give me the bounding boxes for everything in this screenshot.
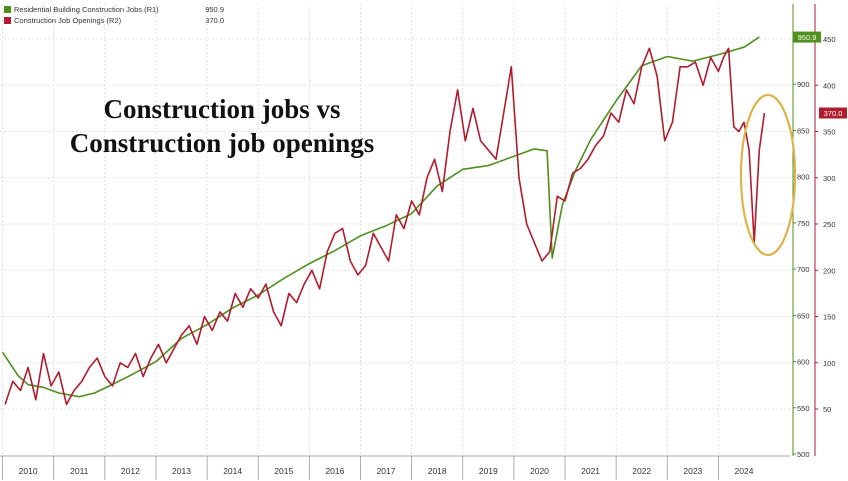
legend-value-jobs: 950.9 (205, 5, 224, 14)
x-tick-label: 2020 (530, 466, 549, 476)
legend-label-openings: Construction Job Openings (R2) (14, 16, 122, 25)
x-tick-label: 2019 (479, 466, 498, 476)
r2-tick-label: 350 (823, 128, 836, 137)
x-axis: 2010 2011 2012 2013 2014 2015 2016 2017 2018 2019… (0, 455, 790, 480)
x-tick-label: 2021 (581, 466, 600, 476)
r1-tick-label: 550 (797, 404, 810, 413)
r1-tick-label: 850 (797, 126, 810, 135)
headline-line-2: Construction job openings (69, 128, 375, 158)
x-tick-label: 2018 (428, 466, 447, 476)
highlight-circle (739, 93, 797, 257)
series-layer (1, 36, 766, 406)
grid-lines (0, 4, 790, 456)
r1-tick-label: 900 (797, 80, 810, 89)
r2-tick-label: 50 (823, 405, 831, 414)
legend-swatch-openings (4, 17, 11, 24)
series-line-openings (4, 47, 766, 406)
x-tick-label: 2017 (377, 466, 396, 476)
y-axis-right: 5005506006507007508008509009505010015020… (792, 4, 836, 459)
series-line-jobs (1, 36, 760, 398)
plot-area (0, 4, 790, 456)
r2-last-value-tag-bg (819, 107, 847, 119)
legend-value-openings: 370.0 (205, 16, 224, 25)
legend: Residential Building Construction Jobs (… (4, 4, 224, 26)
headline-line-1: Construction jobs vs (103, 94, 341, 124)
x-tick-label: 2015 (274, 466, 293, 476)
x-tick-label: 2010 (19, 466, 38, 476)
x-tick-label: 2023 (683, 466, 702, 476)
r2-tick-label: 200 (823, 266, 836, 275)
x-tick-label: 2012 (121, 466, 140, 476)
r1-tick-label: 650 (797, 311, 810, 320)
x-tick-label: 2024 (735, 466, 754, 476)
r1-last-value-tag: 950.9 (798, 33, 817, 42)
r1-tick-label: 800 (797, 173, 810, 182)
r2-tick-label: 250 (823, 220, 836, 229)
legend-swatch-jobs (4, 6, 11, 13)
x-tick-label: 2011 (70, 466, 89, 476)
x-tick-label: 2014 (223, 466, 242, 476)
r2-tick-label: 150 (823, 313, 836, 322)
x-tick-label: 2016 (325, 466, 344, 476)
legend-label-jobs: Residential Building Construction Jobs (… (14, 5, 159, 14)
headline: Construction jobs vs Construction job op… (32, 92, 412, 160)
r2-tick-label: 400 (823, 81, 836, 90)
r1-tick-label: 700 (797, 265, 810, 274)
x-tick-label: 2022 (632, 466, 651, 476)
r2-last-value-tag: 370.0 (824, 109, 843, 118)
r1-tick-label: 600 (797, 358, 810, 367)
r2-tick-label: 450 (823, 35, 836, 44)
value-tags: 950.9 370.0 (793, 31, 847, 119)
legend-item-openings: Construction Job Openings (R2) 370.0 (4, 15, 224, 26)
r2-tick-label: 100 (823, 359, 836, 368)
r1-tick-label: 750 (797, 219, 810, 228)
legend-item-jobs: Residential Building Construction Jobs (… (4, 4, 224, 15)
r2-tick-label: 300 (823, 174, 836, 183)
r1-last-value-tag-bg (793, 31, 821, 43)
x-tick-label: 2013 (172, 466, 191, 476)
r1-tick-label: 500 (797, 450, 810, 459)
